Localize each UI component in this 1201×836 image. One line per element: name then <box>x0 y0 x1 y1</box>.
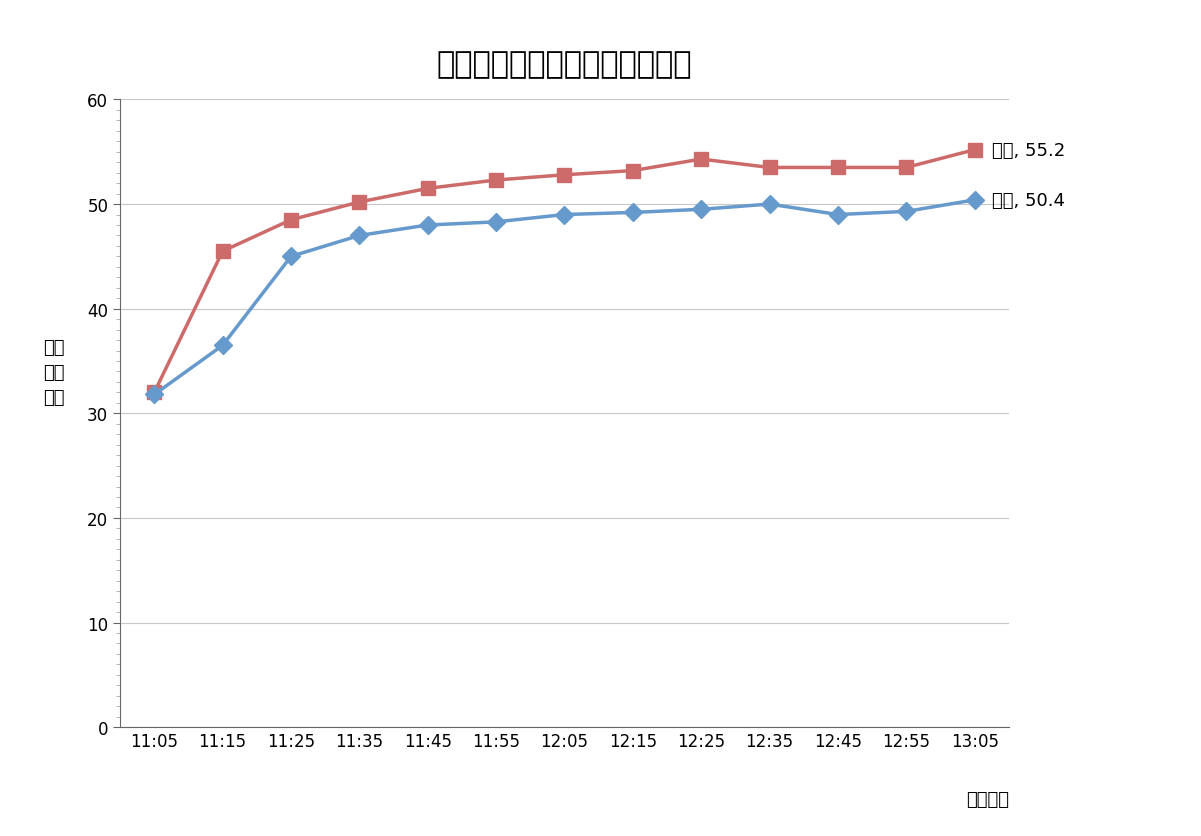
Text: 淡色, 50.4: 淡色, 50.4 <box>992 191 1065 210</box>
Text: 濃色, 55.2: 濃色, 55.2 <box>992 141 1065 160</box>
Title: 濃色車と淡色車の車内温度変化: 濃色車と淡色車の車内温度変化 <box>437 49 692 79</box>
Text: 室内
温度
（度: 室内 温度 （度 <box>43 339 64 406</box>
Text: 計測時刻: 計測時刻 <box>966 790 1009 808</box>
